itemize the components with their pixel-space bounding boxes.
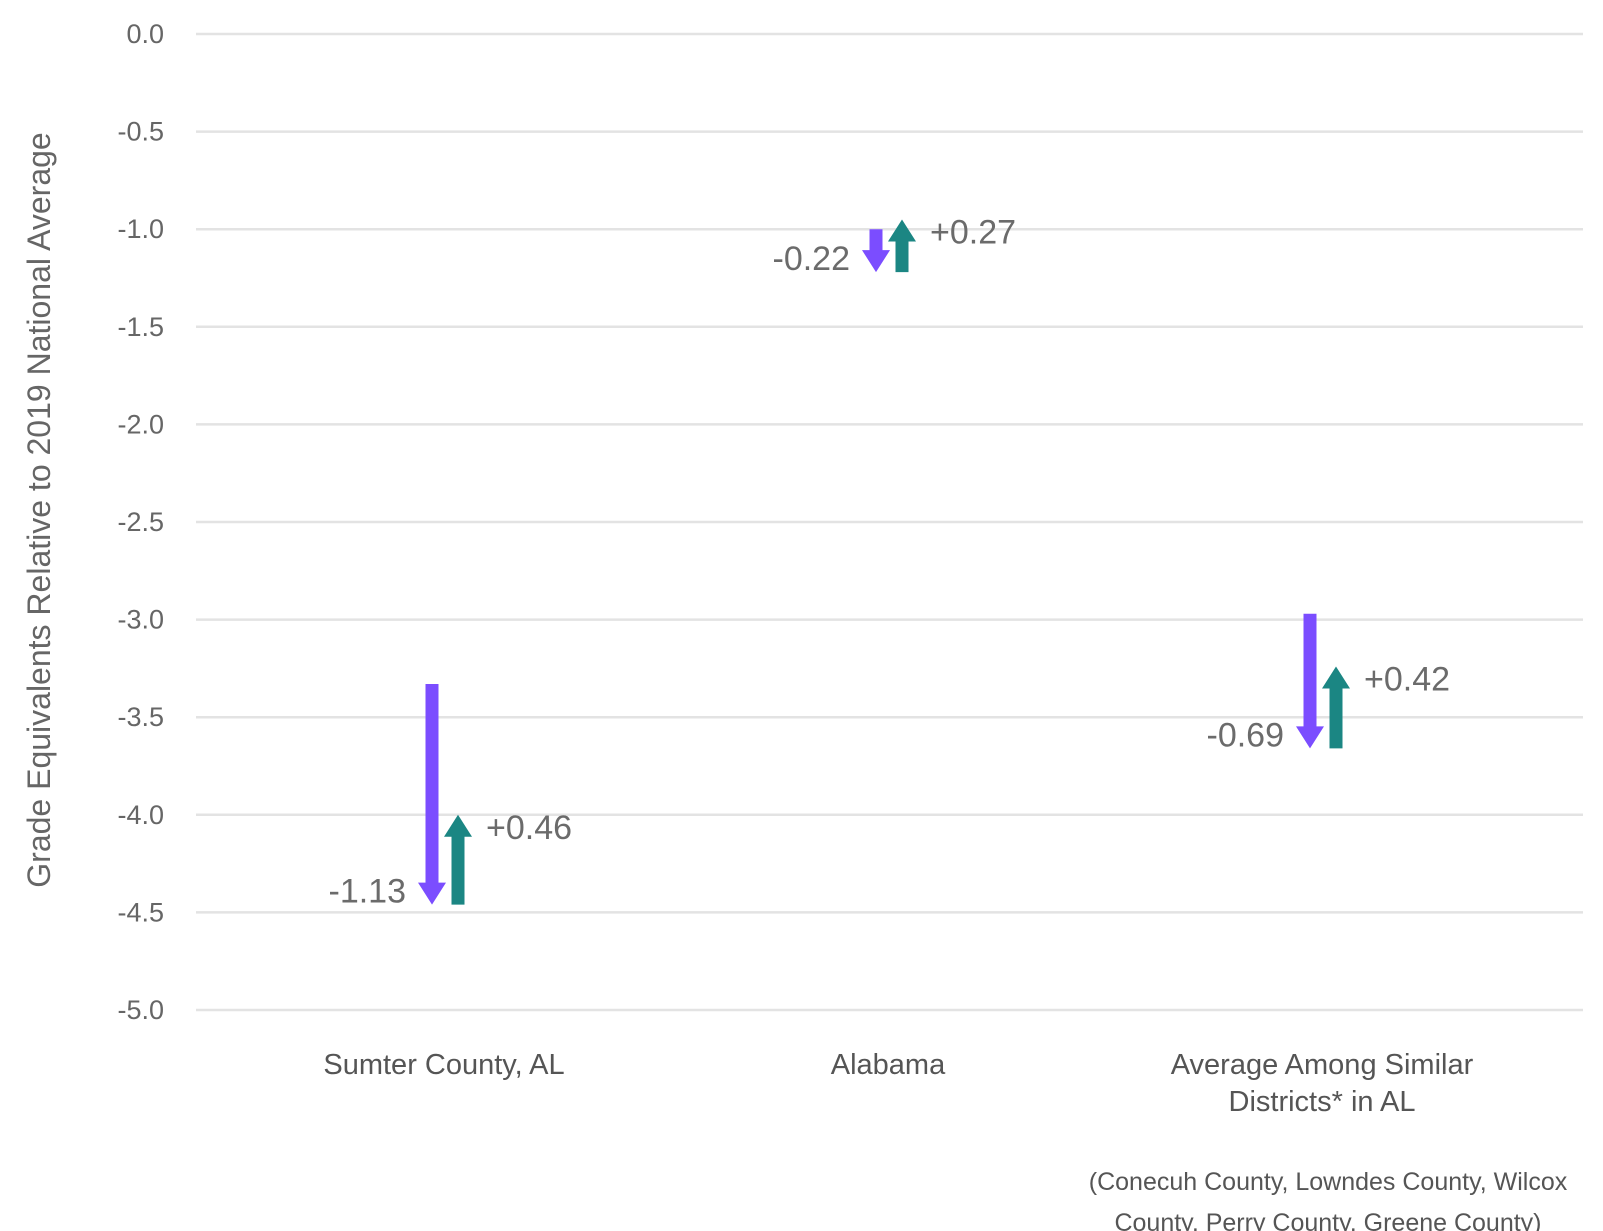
y-tick-label: -3.0 (117, 605, 164, 635)
recovery-arrow (444, 814, 472, 905)
decline-data-label: -0.69 (1207, 716, 1285, 754)
y-tick-label: -5.0 (117, 995, 164, 1025)
recovery-arrow (1322, 666, 1350, 749)
y-tick-label: -1.0 (117, 214, 164, 244)
y-tick-label: -2.5 (117, 507, 164, 537)
gridlines (196, 32, 1583, 1012)
recovery-arrow (888, 219, 916, 273)
footnote-line: County, Perry County, Greene County) (1114, 1209, 1541, 1231)
chart-marks: -1.13 -0.22 -0.69 +0.46 +0.27 +0.42 (329, 213, 1451, 910)
footnote-line: (Conecuh County, Lowndes County, Wilcox (1089, 1168, 1568, 1196)
recovery-data-label: +0.46 (486, 809, 572, 847)
category-label: Districts* in AL (1229, 1086, 1416, 1118)
decline-arrow (1296, 613, 1324, 749)
category-label: Alabama (831, 1049, 946, 1081)
decline-arrow (862, 229, 890, 273)
category-label: Sumter County, AL (323, 1049, 564, 1081)
y-tick-label: -3.5 (117, 702, 164, 732)
recovery-data-label: +0.27 (930, 213, 1016, 251)
category-label: Average Among Similar (1171, 1049, 1474, 1081)
footnote: (Conecuh County, Lowndes County, Wilcox C… (1089, 1168, 1568, 1231)
y-tick-label: 0.0 (126, 19, 164, 49)
decline-data-label: -0.22 (773, 240, 851, 278)
y-axis-ticks: 0.0 -0.5 -1.0 -1.5 -2.0 -2.5 -3.0 -3.5 -4.0 -4.5 -… (117, 19, 164, 1025)
y-tick-label: -4.5 (117, 897, 164, 927)
decline-data-label: -1.13 (329, 873, 407, 911)
y-axis-label: Grade Equivalents Relative to 2019 Natio… (21, 132, 57, 887)
decline-arrow (418, 684, 446, 905)
recovery-data-label: +0.42 (1364, 660, 1450, 698)
x-axis-categories: Sumter County, AL Alabama Average Among Si… (323, 1049, 1473, 1118)
y-tick-label: -2.0 (117, 409, 164, 439)
y-tick-label: -1.5 (117, 312, 164, 342)
y-tick-label: -4.0 (117, 800, 164, 830)
y-tick-label: -0.5 (117, 117, 164, 147)
